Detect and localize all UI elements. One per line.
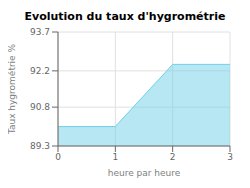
html-text:Evolution du taux d'hygrométri: Evolution du taux d'hygrométrie xyxy=(24,10,226,23)
svg-text:heure par heure: heure par heure xyxy=(108,168,181,178)
svg-text:1: 1 xyxy=(112,152,118,162)
svg-text:93.7: 93.7 xyxy=(30,27,50,37)
svg-text:2: 2 xyxy=(170,152,176,162)
svg-text:89.3: 89.3 xyxy=(30,141,50,151)
svg-text:3: 3 xyxy=(227,152,233,162)
svg-text:0: 0 xyxy=(55,152,61,162)
svg-text:92.2: 92.2 xyxy=(30,66,50,76)
svg-text:90.8: 90.8 xyxy=(30,102,50,112)
svg-text:Taux hygrométrie %: Taux hygrométrie % xyxy=(8,43,17,135)
